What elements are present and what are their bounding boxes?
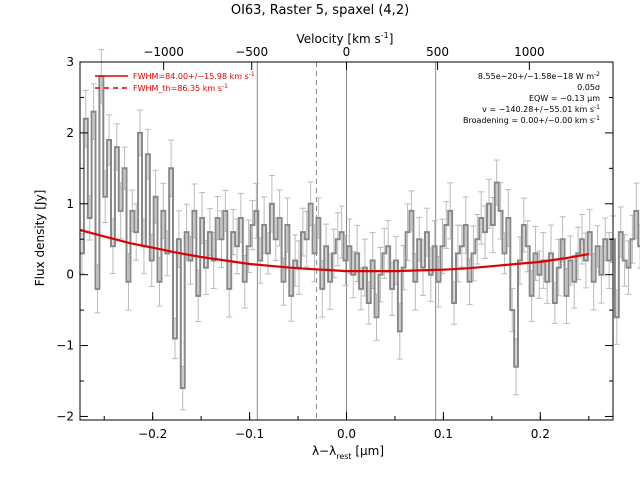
x-tick-label: 0.2 bbox=[531, 427, 550, 441]
y-tick-label: −2 bbox=[56, 409, 74, 423]
error-bars bbox=[78, 49, 640, 411]
annotation-2: EQW = −0.13 μm bbox=[529, 94, 600, 103]
ticks: −0.2 −0.1 0.0 0.1 0.2 −1000 −500 0 500 1000 −2 −1 0 1… bbox=[56, 45, 613, 441]
reference-lines bbox=[256, 62, 437, 420]
legend-label-0: FWHM=84.00+/−15.98 km s-1 bbox=[133, 71, 255, 81]
top-tick-label: 500 bbox=[426, 45, 449, 59]
top-tick-label: −1000 bbox=[143, 45, 184, 59]
annotation-1: 0.05σ bbox=[577, 83, 600, 92]
legend-label-1: FWHM_th=86.35 km s-1 bbox=[133, 83, 228, 93]
x-tick-label: −0.2 bbox=[138, 427, 167, 441]
x-tick-label: −0.1 bbox=[235, 427, 264, 441]
chart-title: OI63, Raster 5, spaxel (4,2) bbox=[231, 3, 409, 18]
x-axis-label-main: λ−λ bbox=[312, 444, 336, 458]
svg-text:Velocity [km s-1]: Velocity [km s-1] bbox=[297, 31, 394, 46]
y-tick-label: 1 bbox=[66, 197, 74, 211]
fit-line bbox=[79, 228, 589, 273]
top-tick-label: 1000 bbox=[514, 45, 545, 59]
top-tick-label: 0 bbox=[343, 45, 351, 59]
x-tick-label: 0.0 bbox=[337, 427, 356, 441]
annotation-4: Broadening = 0.00+/−0.00 km s-1 bbox=[463, 115, 600, 125]
legend: FWHM=84.00+/−15.98 km s-1 FWHM_th=86.35 k… bbox=[95, 71, 255, 93]
y-axis-label: Flux density [Jy] bbox=[33, 190, 47, 287]
top-tick-label: −500 bbox=[235, 45, 268, 59]
top-axis-label-end: ] bbox=[389, 32, 394, 46]
annotations: 8.55e−20+/−1.58e−18 W m-2 0.05σ EQW = −0.1… bbox=[463, 71, 600, 125]
annotation-3: v = −140.28+/−55.01 km s-1 bbox=[482, 104, 600, 114]
x-axis-label: λ−λrest [μm] bbox=[312, 444, 384, 461]
top-axis-label: Velocity [km s-1] bbox=[297, 31, 394, 46]
top-axis-label-main: Velocity [km s bbox=[297, 32, 381, 46]
x-axis-label-sub: rest bbox=[336, 452, 351, 461]
spectrum-series bbox=[80, 75, 640, 390]
top-axis-label-exp: -1 bbox=[381, 31, 389, 40]
y-tick-label: −1 bbox=[56, 339, 74, 353]
fit-series bbox=[79, 228, 589, 273]
y-tick-label: 0 bbox=[66, 268, 74, 282]
spectrum-line bbox=[80, 75, 640, 390]
x-axis-label-end: [μm] bbox=[352, 444, 385, 458]
x-tick-label: 0.1 bbox=[434, 427, 453, 441]
y-tick-label: 2 bbox=[66, 126, 74, 140]
annotation-0: 8.55e−20+/−1.58e−18 W m-2 bbox=[478, 71, 600, 81]
y-tick-label: 3 bbox=[66, 55, 74, 69]
svg-text:λ−λrest [μm]: λ−λrest [μm] bbox=[312, 444, 384, 461]
